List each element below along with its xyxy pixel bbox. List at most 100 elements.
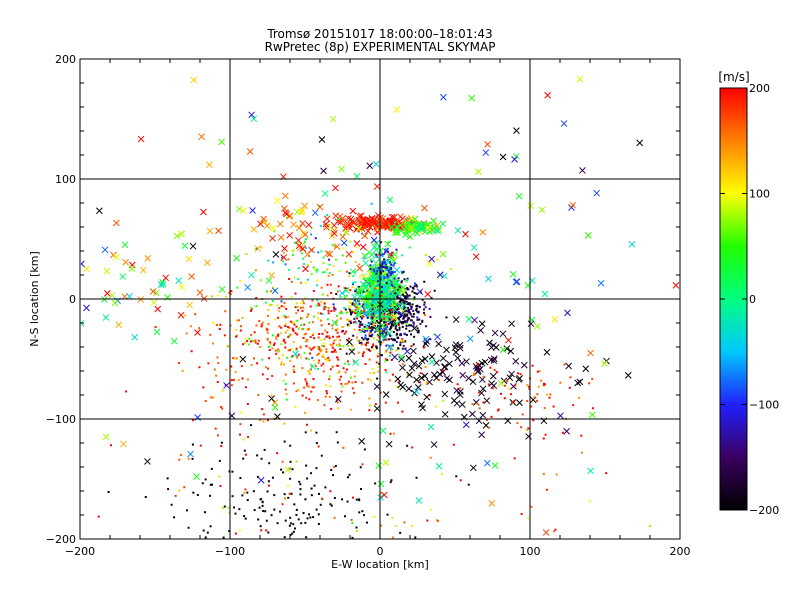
data-point (403, 278, 406, 281)
data-point-x (246, 148, 254, 155)
data-point-x (497, 380, 505, 387)
data-point (284, 388, 287, 391)
data-point (416, 331, 419, 334)
data-point (459, 387, 462, 390)
data-point-x (358, 437, 366, 445)
data-point (317, 352, 320, 355)
data-point (375, 316, 378, 319)
data-point-x (233, 254, 240, 262)
data-point-x (175, 277, 183, 284)
data-point (335, 338, 338, 341)
data-point-x (454, 354, 462, 362)
data-point (331, 273, 334, 276)
data-point-x (322, 220, 330, 228)
data-point (346, 500, 349, 503)
data-point (338, 370, 341, 373)
data-point (375, 319, 378, 322)
data-point-x (115, 321, 123, 329)
data-point-x (490, 355, 498, 363)
data-point (283, 536, 286, 539)
data-point (318, 359, 321, 362)
data-point (369, 258, 372, 261)
data-point (326, 318, 329, 321)
data-point (223, 334, 226, 337)
data-point (204, 536, 207, 539)
data-point-x (393, 106, 401, 113)
data-point-x (301, 202, 308, 210)
data-point (271, 347, 274, 350)
data-point (312, 333, 315, 336)
data-point (421, 320, 424, 323)
data-point-x (293, 208, 301, 216)
data-point (332, 265, 335, 268)
data-point (237, 319, 240, 322)
data-point (398, 326, 401, 329)
data-point (212, 342, 215, 345)
data-point (403, 302, 406, 305)
data-point (359, 315, 362, 318)
data-point (326, 359, 329, 362)
data-point-x (441, 363, 449, 371)
data-point (310, 494, 313, 497)
data-point (536, 399, 539, 402)
data-point (216, 434, 219, 437)
data-point-x (81, 260, 85, 268)
data-point (332, 350, 335, 353)
data-point (414, 282, 417, 285)
data-point (354, 290, 357, 293)
data-point-x (450, 397, 458, 404)
data-point (389, 351, 392, 354)
data-point (307, 370, 310, 373)
data-point (340, 390, 343, 393)
data-point (289, 460, 292, 463)
data-point (335, 344, 338, 347)
data-point (369, 329, 372, 332)
data-point (422, 308, 425, 311)
data-point-x (385, 296, 393, 304)
data-point (386, 277, 389, 280)
data-point-x (439, 250, 447, 258)
data-point (378, 252, 381, 255)
data-point (362, 338, 365, 341)
data-point (530, 405, 533, 408)
data-point-x (352, 299, 360, 307)
data-point (386, 323, 389, 326)
data-point-x (394, 375, 402, 383)
data-point-x (340, 239, 348, 247)
data-point (418, 306, 421, 309)
data-point (396, 385, 399, 388)
data-point (301, 300, 304, 303)
data-point-x (386, 196, 394, 204)
data-point (279, 510, 282, 513)
data-point (212, 396, 215, 399)
data-point (421, 298, 424, 301)
data-point (329, 385, 332, 388)
data-point (338, 344, 341, 347)
data-point (388, 269, 391, 272)
data-point (381, 275, 384, 278)
data-point-x (330, 226, 338, 234)
data-point-x (333, 243, 341, 251)
data-point (334, 464, 337, 467)
data-point-x (584, 232, 592, 239)
data-point (410, 319, 413, 322)
data-point (374, 282, 377, 285)
data-point (328, 395, 331, 398)
data-point-x (149, 288, 157, 295)
data-point (359, 320, 362, 323)
y-tick-label: −100 (46, 413, 76, 426)
data-point (527, 427, 530, 430)
data-point-x (481, 358, 489, 366)
data-point (388, 271, 391, 274)
data-point (371, 333, 374, 336)
data-point (190, 350, 193, 353)
data-point (302, 302, 305, 305)
colorbar-label: [m/s] (718, 70, 749, 84)
data-point (210, 295, 213, 298)
data-point (289, 333, 292, 336)
data-point (364, 306, 367, 309)
data-point (389, 432, 392, 435)
data-point-x (515, 376, 523, 383)
data-point (304, 411, 307, 414)
data-point-x (332, 212, 340, 220)
